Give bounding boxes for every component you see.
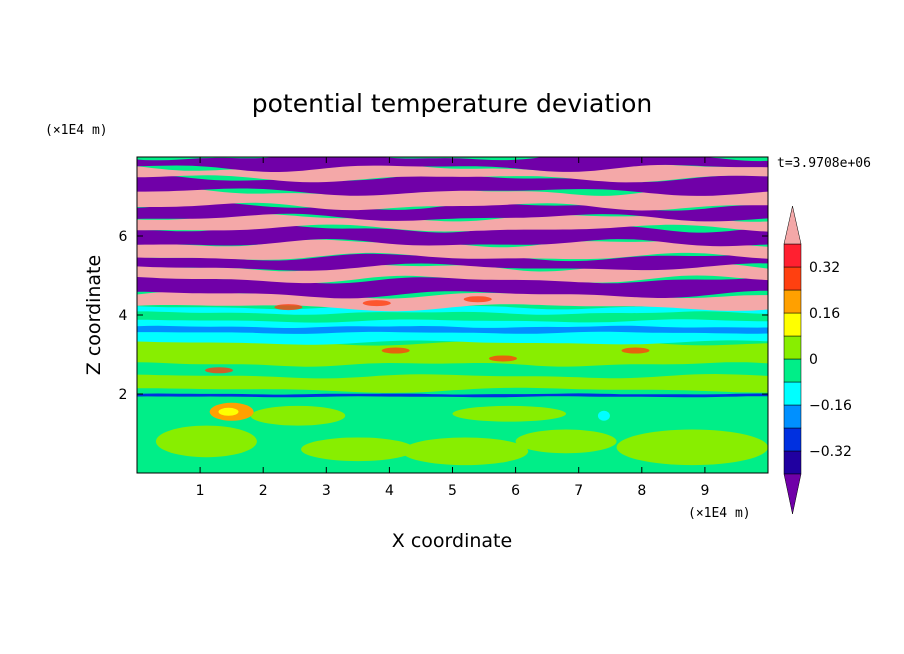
x-tick-label: 6	[511, 483, 520, 499]
colorbar-label: −0.16	[809, 398, 852, 414]
colorbar-segment	[783, 404, 802, 429]
colorbar-label: 0.16	[809, 306, 840, 322]
colorbar: 0.32 0.16 0 −0.16 −0.32	[783, 205, 852, 515]
y-axis-ticks: 2 4 6	[119, 229, 768, 403]
colorbar-segment	[783, 427, 802, 452]
contour-blob	[250, 405, 346, 426]
colorbar-segment	[783, 243, 802, 268]
x-tick-label: 1	[196, 483, 205, 499]
y-tick-label: 4	[119, 308, 128, 324]
colorbar-segment	[783, 312, 802, 337]
contour-band	[137, 325, 768, 334]
contour-blob	[597, 410, 610, 421]
contour-band	[137, 362, 768, 379]
x-tick-label: 3	[322, 483, 331, 499]
contour-blob	[463, 296, 492, 303]
contour-blob	[402, 437, 529, 466]
contour-blob	[381, 347, 410, 354]
colorbar-label: 0.32	[809, 260, 840, 276]
x-tick-label: 8	[637, 483, 646, 499]
colorbar-segment	[783, 358, 802, 383]
contour-blob	[301, 437, 415, 462]
contour-blob	[616, 429, 768, 466]
x-axis-label: X coordinate	[392, 530, 512, 552]
contour-blob	[274, 304, 303, 311]
colorbar-segment	[783, 289, 802, 314]
contour-band	[137, 187, 768, 211]
colorbar-label: −0.32	[809, 444, 852, 460]
x-tick-label: 4	[385, 483, 394, 499]
contour-band	[137, 291, 768, 312]
x-tick-label: 9	[700, 483, 709, 499]
x-tick-label: 5	[448, 483, 457, 499]
contour-band	[137, 224, 768, 247]
y-axis-label: Z coordinate	[83, 255, 105, 375]
contour-blob	[205, 367, 234, 374]
contour-blob	[362, 300, 391, 307]
contour-blob	[452, 405, 567, 422]
x-axis-ticks: 1 2 3 4 5 6 7 8 9	[196, 157, 709, 499]
contour-band	[137, 393, 768, 398]
contour-field	[137, 157, 768, 473]
contour-blob	[621, 347, 650, 354]
contour-band	[137, 305, 768, 345]
contour-band	[137, 213, 768, 232]
y-unit-label: (×1E4 m)	[45, 123, 108, 138]
contour-band	[137, 311, 768, 323]
colorbar-segment	[783, 335, 802, 360]
colorbar-extend-bottom	[783, 473, 802, 515]
chart-title: potential temperature deviation	[252, 89, 652, 118]
y-tick-label: 2	[119, 387, 128, 403]
contour-band	[137, 253, 768, 271]
contour-blob	[218, 407, 239, 416]
x-unit-label: (×1E4 m)	[688, 506, 751, 521]
time-label: t=3.9708e+06	[777, 156, 871, 171]
colorbar-segment	[783, 381, 802, 406]
colorbar-segment	[783, 266, 802, 291]
y-tick-label: 6	[119, 229, 128, 245]
plot-area	[137, 157, 768, 473]
x-tick-label: 7	[574, 483, 583, 499]
contour-blob	[488, 355, 517, 362]
x-tick-label: 2	[259, 483, 268, 499]
colorbar-label: 0	[809, 352, 818, 368]
colorbar-extend-top	[783, 205, 802, 245]
contour-band	[137, 157, 768, 172]
colorbar-segment	[783, 450, 802, 475]
contour-band	[137, 239, 768, 260]
contour-blob	[515, 429, 617, 454]
contour-blob	[155, 425, 257, 458]
